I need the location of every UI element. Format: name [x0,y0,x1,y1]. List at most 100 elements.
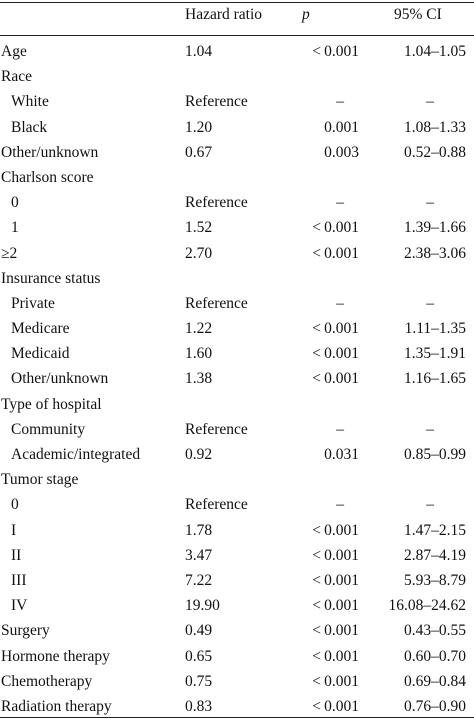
row-label: Black [11,118,48,136]
table-row: Medicaid 1.60 < 0.001 1.35–1.91 [0,341,474,366]
hazard-ratio-cell: 1.22 [185,320,213,338]
row-label: III [11,571,27,589]
p-value-cell: < 0.001 [312,219,359,237]
hazard-ratio-cell: Reference [185,294,248,312]
hazard-ratio-cell: 0.65 [185,647,213,665]
table-row: I 1.78 < 0.001 1.47–2.15 [0,518,474,543]
hazard-ratio-cell: 1.20 [185,118,213,136]
confidence-interval-cell: 1.16–1.65 [404,370,466,388]
p-value-cell: < 0.001 [312,345,359,363]
p-value-cell: < 0.001 [312,571,359,589]
table-header-rule [0,35,474,36]
hazard-ratio-cell: 1.78 [185,521,213,539]
row-label: Other/unknown [11,370,109,388]
table-row: Hormone therapy 0.65 < 0.001 0.60–0.70 [0,644,474,669]
hazard-ratio-cell: 1.52 [185,219,213,237]
hazard-ratio-cell: 0.92 [185,446,213,463]
row-label: IV [11,597,28,615]
table-top-rule [0,2,474,3]
confidence-interval-cell: 5.93–8.79 [404,571,466,589]
table-row: Charlson score [0,165,474,190]
table-body: Age 1.04 < 0.001 1.04–1.05 Race White Referenc… [0,39,474,719]
confidence-interval-cell: 1.11–1.35 [404,320,466,338]
confidence-interval-cell: 1.39–1.66 [404,219,466,237]
hazard-ratio-cell: 0.75 [185,672,213,690]
row-label: Type of hospital [1,395,102,413]
row-label: ≥2 [1,244,18,262]
hazard-ratio-cell: Reference [185,420,248,438]
table-row: White Reference – – [0,89,474,114]
p-value-cell: – [336,420,344,438]
table-row: II 3.47 < 0.001 2.87–4.19 [0,543,474,568]
row-label: Charlson score [1,168,94,186]
table-row: IV 19.90 < 0.001 16.08–24.62 [0,593,474,618]
row-label: II [11,546,22,564]
p-value-cell: – [336,496,344,514]
p-value-cell: < 0.001 [312,370,359,388]
confidence-interval-cell: – [426,420,434,438]
hazard-ratio-cell: 3.47 [185,546,213,564]
confidence-interval-cell: – [426,194,434,212]
table-row: Race [0,64,474,89]
table-row: Surgery 0.49 < 0.001 0.43–0.55 [0,618,474,643]
table-row: III 7.22 < 0.001 5.93–8.79 [0,568,474,593]
table-row: ≥2 2.70 < 0.001 2.38–3.06 [0,241,474,266]
row-label: Race [1,68,32,86]
table-row: Other/unknown 0.67 0.003 0.52–0.88 [0,140,474,165]
p-value-cell: 0.001 [324,118,359,136]
row-label: 0 [11,496,19,514]
header-p-value: p [302,6,310,23]
hazard-ratio-cell: 1.60 [185,345,213,363]
row-label: 1 [11,219,19,237]
row-label: I [11,521,17,539]
hazard-ratio-cell: 1.04 [185,43,213,60]
row-label: Age [1,43,27,60]
confidence-interval-cell: 0.52–0.88 [404,143,466,161]
table-row: Black 1.20 0.001 1.08–1.33 [0,115,474,140]
hazard-ratio-cell: 2.70 [185,244,213,262]
row-label: White [11,93,49,111]
header-hazard-ratio: Hazard ratio [185,6,263,23]
confidence-interval-cell: 1.04–1.05 [404,43,466,60]
table-row: 1 1.52 < 0.001 1.39–1.66 [0,215,474,240]
hazard-ratio-cell: 0.83 [185,697,213,715]
hazard-ratio-cell: 19.90 [185,597,220,615]
confidence-interval-cell: 1.08–1.33 [404,118,466,136]
p-value-cell: – [336,294,344,312]
p-value-cell: < 0.001 [312,546,359,564]
p-value-cell: < 0.001 [312,647,359,665]
hazard-ratio-cell: 1.38 [185,370,213,388]
confidence-interval-cell: – [426,93,434,111]
hazard-ratio-cell: 0.67 [185,143,213,161]
p-value-cell: < 0.001 [312,320,359,338]
row-label: Insurance status [1,269,101,287]
table-row: Medicare 1.22 < 0.001 1.11–1.35 [0,316,474,341]
p-value-cell: < 0.001 [312,622,359,640]
confidence-interval-cell: – [426,294,434,312]
row-label: Other/unknown [1,143,99,161]
confidence-interval-cell: 1.47–2.15 [404,521,466,539]
confidence-interval-cell: – [426,496,434,514]
confidence-interval-cell: 0.60–0.70 [404,647,466,665]
table-row: Type of hospital [0,392,474,417]
row-label: Private [11,294,55,312]
p-value-cell: < 0.001 [312,697,359,715]
p-value-cell: 0.003 [324,143,359,161]
p-value-cell: < 0.001 [312,244,359,262]
row-label: Academic/integrated [11,446,141,463]
table-row: Private Reference – – [0,291,474,316]
confidence-interval-cell: 0.76–0.90 [404,697,466,715]
confidence-interval-cell: 0.69–0.84 [404,672,466,690]
table-bottom-rule [0,717,474,718]
hazard-ratio-cell: Reference [185,194,248,212]
row-label: Medicare [11,320,70,338]
table-row: 0 Reference – – [0,190,474,215]
p-value-cell: < 0.001 [312,43,359,60]
p-value-cell: 0.031 [324,446,359,463]
table-row: Insurance status [0,266,474,291]
table-row: Tumor stage [0,467,474,492]
table-row: Radiation therapy 0.83 < 0.001 0.76–0.90 [0,694,474,719]
table-row: 0 Reference – – [0,492,474,517]
p-value-cell: – [336,93,344,111]
hazard-ratio-cell: 0.49 [185,622,213,640]
